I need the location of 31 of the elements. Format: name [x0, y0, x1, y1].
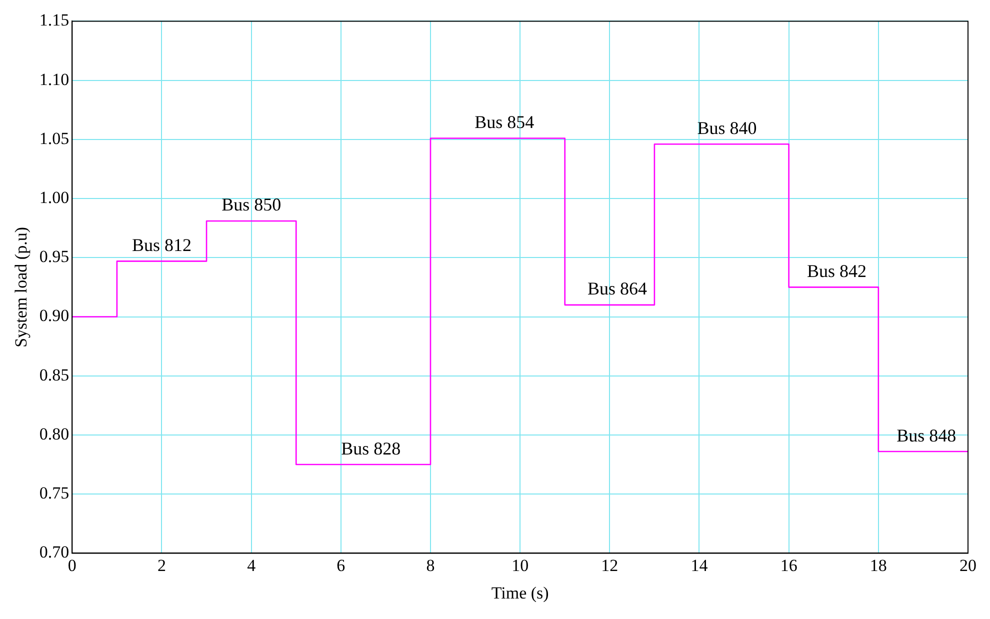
x-tick-label: 4 — [247, 556, 256, 575]
x-tick-label: 6 — [336, 556, 346, 575]
annotation: Bus 828 — [341, 438, 401, 458]
annotation: Bus 854 — [474, 112, 534, 132]
x-tick-label: 12 — [601, 556, 618, 575]
annotation: Bus 812 — [132, 234, 192, 255]
annotation: Bus 864 — [588, 278, 648, 299]
x-tick-label: 8 — [426, 556, 435, 575]
y-tick-label: 0.85 — [39, 365, 70, 384]
y-tick-label: 0.75 — [39, 484, 70, 503]
y-tick-label: 1.00 — [39, 188, 70, 207]
x-tick-label: 0 — [68, 556, 76, 575]
x-tick-label: 18 — [870, 556, 887, 575]
y-tick-label: 1.05 — [39, 128, 70, 148]
y-axis-title: System load (p.u) — [12, 226, 31, 348]
y-tick-label: 0.90 — [39, 306, 70, 326]
x-tick-label: 2 — [157, 556, 166, 575]
y-tick-label: 0.70 — [39, 542, 70, 562]
annotation: Bus 840 — [697, 118, 757, 138]
x-tick-label: 14 — [690, 556, 708, 575]
annotation: Bus 848 — [896, 425, 956, 446]
x-tick-label: 20 — [960, 556, 976, 575]
y-tick-label: 1.10 — [39, 70, 70, 89]
annotation: Bus 842 — [807, 260, 867, 281]
y-tick-label: 1.15 — [39, 10, 70, 30]
y-tick-label: 0.95 — [39, 247, 70, 266]
x-tick-label: 16 — [780, 556, 798, 575]
y-tick-label: 0.80 — [39, 424, 70, 444]
x-tick-label: 10 — [512, 556, 529, 575]
annotation: Bus 850 — [222, 194, 282, 215]
x-axis-title: Time (s) — [491, 583, 549, 602]
